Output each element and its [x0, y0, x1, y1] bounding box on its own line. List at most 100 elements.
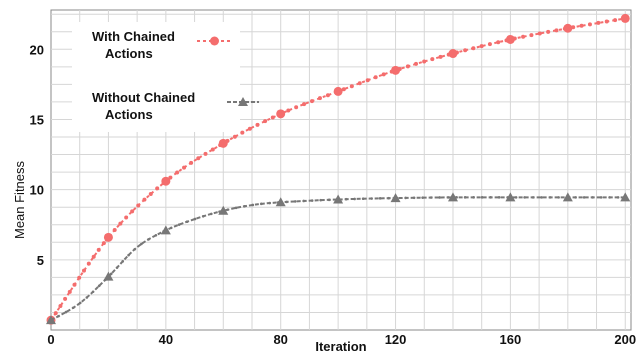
series-dot-without-chained	[421, 196, 424, 199]
series-dot-without-chained	[243, 204, 246, 208]
series-dot-with-chained	[604, 19, 609, 24]
series-dot-without-chained	[523, 196, 526, 199]
series-dot-with-chained	[203, 151, 208, 156]
series-dot-without-chained	[154, 233, 158, 237]
x-tick-label: 200	[614, 332, 636, 347]
legend-swatch-marker-with-chained	[210, 36, 219, 46]
series-dot-without-chained	[616, 196, 620, 199]
series-dot-without-chained	[140, 242, 143, 246]
series-dot-without-chained	[57, 314, 60, 318]
series-dot-with-chained	[63, 296, 68, 301]
series-dot-with-chained	[373, 75, 378, 80]
series-dot-without-chained	[91, 290, 95, 294]
data-point-without-chained	[160, 225, 171, 235]
series-dot-with-chained	[124, 215, 129, 220]
series-dot-with-chained	[496, 40, 501, 45]
series-dot-with-chained	[479, 44, 484, 49]
series-dot-with-chained	[136, 203, 141, 208]
series-dot-without-chained	[193, 217, 197, 221]
series-dot-with-chained	[210, 147, 215, 152]
series-dot-with-chained	[72, 282, 77, 287]
data-point-without-chained	[505, 192, 516, 202]
series-dot-without-chained	[378, 197, 382, 200]
y-tick-label: 20	[30, 42, 44, 57]
series-dot-with-chained	[341, 87, 346, 92]
series-dot-with-chained	[537, 31, 542, 36]
series-dot-without-chained	[259, 202, 263, 206]
series-dot-without-chained	[540, 196, 543, 199]
series-dot-with-chained	[81, 268, 86, 273]
series-dot-without-chained	[201, 215, 205, 218]
data-point-with-chained	[161, 176, 171, 186]
series-dot-with-chained	[471, 46, 476, 51]
series-layer	[46, 13, 631, 325]
series-dot-without-chained	[147, 238, 150, 241]
series-dot-without-chained	[285, 200, 288, 204]
y-axis-title: Mean Fitness	[12, 160, 27, 239]
y-tick-label: 15	[30, 112, 44, 127]
series-dot-with-chained	[414, 61, 419, 66]
series-dot-without-chained	[489, 196, 492, 199]
ticks: 0 40 80 120 160 200 5 10 15 20	[30, 42, 637, 347]
legend-label-with-chained: With Chained	[92, 29, 175, 44]
series-dot-with-chained	[487, 42, 492, 47]
series-dot-without-chained	[85, 296, 89, 299]
series-dot-without-chained	[185, 220, 189, 224]
series-dot-with-chained	[96, 247, 101, 252]
series-dot-without-chained	[319, 198, 322, 202]
series-dot-with-chained	[86, 261, 91, 266]
series-dot-with-chained	[596, 20, 601, 25]
series-dot-with-chained	[422, 59, 427, 64]
data-point-without-chained	[447, 192, 458, 202]
series-dot-with-chained	[196, 156, 201, 161]
series-dot-without-chained	[557, 196, 560, 199]
series-dot-without-chained	[472, 196, 475, 199]
series-dot-with-chained	[613, 18, 618, 23]
data-point-with-chained	[620, 13, 630, 23]
legend-label-without-chained-line2: Actions	[105, 107, 153, 122]
series-dot-with-chained	[130, 209, 135, 214]
series-dot-with-chained	[240, 130, 245, 135]
series-dot-with-chained	[53, 311, 58, 316]
series-dot-without-chained	[531, 196, 535, 199]
series-dot-without-chained	[463, 196, 467, 199]
series-dot-with-chained	[189, 160, 194, 165]
series-dot-without-chained	[446, 196, 450, 199]
series-dot-with-chained	[263, 119, 268, 124]
series-dot-with-chained	[286, 108, 291, 113]
data-point-with-chained	[505, 34, 515, 44]
series-dot-without-chained	[310, 199, 314, 202]
series-line-with-chained	[50, 17, 626, 321]
data-point-without-chained	[620, 192, 631, 202]
series-dot-without-chained	[591, 196, 594, 199]
series-dot-without-chained	[97, 284, 101, 288]
series-dot-with-chained	[587, 22, 592, 27]
series-dot-with-chained	[302, 102, 307, 107]
series-dot-without-chained	[514, 196, 518, 199]
y-tick-label: 5	[37, 253, 44, 268]
legend-swatch-marker-without-chained	[238, 97, 248, 106]
series-dot-with-chained	[438, 54, 443, 59]
series-dot-without-chained	[293, 200, 297, 203]
series-dot-with-chained	[247, 126, 252, 131]
series-dot-with-chained	[91, 254, 96, 259]
series-dot-with-chained	[155, 186, 160, 191]
series-dot-with-chained	[270, 115, 275, 120]
series-dot-with-chained	[529, 33, 534, 38]
series-dot-without-chained	[78, 301, 82, 305]
data-point-with-chained	[218, 138, 228, 148]
series-dot-without-chained	[412, 196, 416, 200]
data-point-without-chained	[562, 192, 573, 202]
legend-label-without-chained: Without Chained	[92, 90, 195, 105]
data-point-with-chained	[276, 109, 286, 119]
series-dot-with-chained	[357, 81, 362, 86]
series-dot-without-chained	[71, 306, 75, 310]
x-tick-label: 160	[500, 332, 522, 347]
series-dot-with-chained	[142, 197, 147, 202]
series-dot-without-chained	[548, 196, 552, 199]
series-dot-without-chained	[353, 197, 356, 201]
series-dot-without-chained	[64, 310, 68, 314]
series-dot-without-chained	[127, 253, 130, 257]
data-point-with-chained	[448, 49, 458, 59]
